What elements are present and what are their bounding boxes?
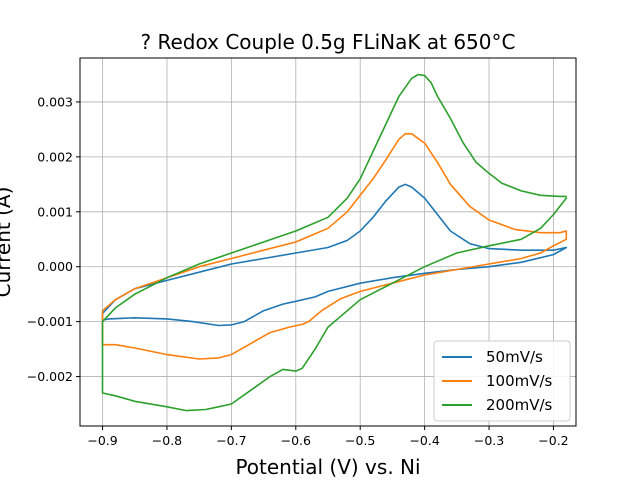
x-tick-label: −0.4 [409, 433, 439, 448]
plot-frame [79, 57, 577, 427]
x-tick-label: −0.3 [474, 433, 504, 448]
legend-label: 50mV/s [486, 348, 543, 366]
y-axis-label: Current (A) [0, 187, 15, 298]
x-axis-label: Potential (V) vs. Ni [235, 455, 420, 479]
legend-label: 100mV/s [486, 372, 553, 390]
x-tick-label: −0.7 [216, 433, 246, 448]
x-tick-label: −0.6 [281, 433, 311, 448]
x-tick-label: −0.8 [152, 433, 182, 448]
y-tick-label: 0.001 [37, 204, 73, 219]
legend-box [433, 340, 571, 422]
chart-title: ? Redox Couple 0.5g FLiNaK at 650°C [141, 30, 516, 54]
x-axis-ticks: −0.9 −0.8 −0.7 −0.6 −0.5 −0.4 −0.3 −0.2 [87, 426, 569, 448]
x-tick-label: −0.5 [345, 433, 375, 448]
x-tick-label: −0.9 [87, 433, 117, 448]
y-tick-label: −0.002 [27, 369, 73, 384]
series-group [101, 73, 568, 412]
series-line-2 [101, 73, 568, 412]
legend-label: 200mV/s [486, 396, 553, 414]
legend: 50mV/s 100mV/s 200mV/s [433, 340, 571, 422]
series-line-1 [101, 133, 568, 360]
y-tick-label: 0.002 [37, 149, 73, 164]
y-tick-label: −0.001 [27, 314, 73, 329]
y-tick-label: 0.003 [37, 94, 73, 109]
y-axis-ticks: −0.002 −0.001 0.000 0.001 0.002 0.003 [27, 94, 80, 384]
y-tick-label: 0.000 [37, 259, 73, 274]
x-tick-label: −0.2 [538, 433, 568, 448]
